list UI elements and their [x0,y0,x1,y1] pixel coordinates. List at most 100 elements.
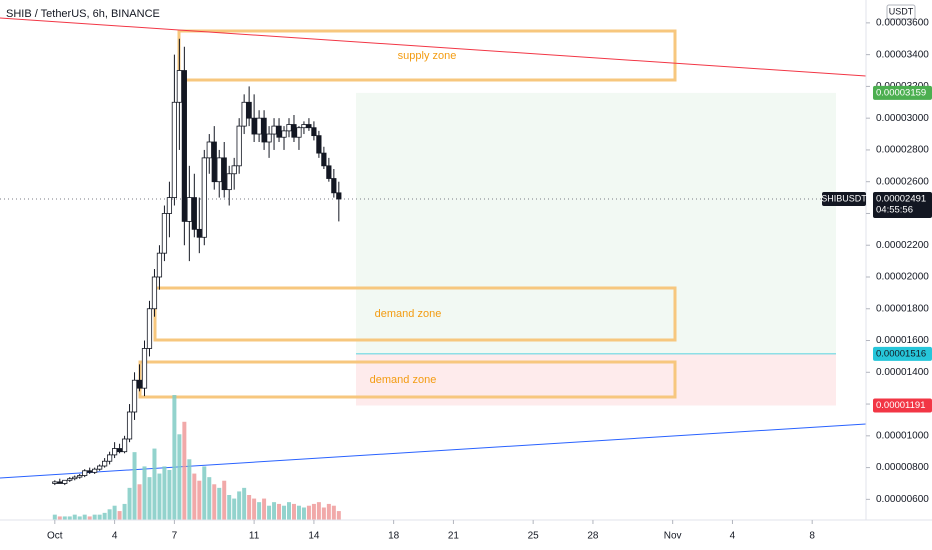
symbol-label: SHIBUSDT [821,193,867,203]
candle-body [97,465,103,470]
candle-body [52,481,58,484]
x-tick-label: Oct [47,531,63,542]
x-tick-label: 7 [172,531,178,542]
chart-title: SHIB / TetherUS, 6h, BINANCE [6,8,160,20]
volume-bar [77,516,82,520]
candle-body [116,448,123,453]
volume-bar [311,503,316,520]
candle-body [221,157,227,191]
candle-body [216,157,222,183]
volume-bar [187,459,192,520]
volume-bar [172,395,177,520]
currency: USDT [889,6,914,16]
candle-body [261,117,267,143]
price-tag [873,192,932,219]
volume-bar [316,502,321,520]
y-tick-label: 0.00002200 [876,240,929,251]
price-tag-label: 0.00001191 [876,400,926,411]
volume-bar [321,507,326,520]
price-tag [873,85,932,100]
y-tick-label: 0.00002000 [876,272,929,283]
candle-body [62,479,68,484]
x-tick-label: 4 [112,531,118,542]
volume-bar [192,473,197,520]
volume-bar [237,491,242,520]
candle-body [186,197,192,222]
volume-bar [202,466,207,520]
candle-body [171,101,177,198]
x-tick-label: 28 [587,531,599,542]
volume-bar [282,505,287,520]
candle-body [126,411,133,440]
volume-bar [306,505,311,520]
candle-body [191,197,197,230]
candle-body [286,124,292,132]
candle-body [256,117,262,135]
candle-body [326,165,332,179]
price-tag-label: 0.00002491 [876,194,926,205]
candle-body [301,124,307,129]
volume-bar [142,466,147,520]
candle-body [201,157,207,238]
price-tag [873,398,932,413]
candle-body [136,379,143,389]
volume-bar [152,448,157,520]
symbol-tag [822,192,866,207]
y-tick-label: 0.00002600 [876,176,929,187]
candle-body [291,124,297,138]
y-tick-label: 0.00003600 [876,18,929,29]
volume-bar [117,511,122,520]
volume-bar [137,484,142,520]
volume-bar [197,480,202,520]
candle-body [321,152,327,167]
volume-bar [336,511,341,520]
candle-body [231,165,237,175]
price-tag [873,346,932,361]
volume-bar [162,466,167,520]
volume-bar [326,503,331,520]
volume-bar [132,452,137,520]
volume-bar [182,421,187,520]
volume-bar [207,477,212,520]
volume-bar [97,514,102,520]
profit-zone [356,92,836,354]
candle-body [156,252,163,278]
zone-label: demand zone [375,308,442,320]
y-tick-label: 0.00000800 [876,462,929,473]
candle-body [176,70,182,103]
volume [52,395,341,520]
candle-body [181,70,187,222]
candle-body [161,213,168,254]
candle-body [107,454,113,462]
countdown: 04:55:56 [876,205,913,216]
candle-body [92,468,98,473]
volume-bar [301,507,306,520]
volume-bar [247,495,252,520]
y-tick-label: 0.00001600 [876,335,929,346]
x-tick-label: 25 [528,531,540,542]
x-tick-label: 18 [388,531,400,542]
candle-body [146,308,153,349]
volume-bar [92,514,97,520]
candle-body [271,125,277,135]
volume-bar [57,516,62,520]
candle-body [306,124,312,129]
volume-bar [167,470,172,520]
volume-bar [252,498,257,520]
x-tick-label: 14 [308,531,320,542]
zone-label: supply zone [398,50,457,62]
candle-body [87,470,93,473]
volume-bar [222,480,227,520]
volume-bar [52,514,57,520]
volume-bar [267,505,272,520]
price-tag-label: 0.00003159 [876,87,926,98]
candles [52,38,342,486]
x-tick-label: 8 [809,531,815,542]
candle-body [311,127,317,137]
candle-body [331,178,337,194]
candle-body [72,476,78,480]
volume-bar [157,473,162,520]
candle-body [296,127,302,138]
candle-body [141,348,148,389]
